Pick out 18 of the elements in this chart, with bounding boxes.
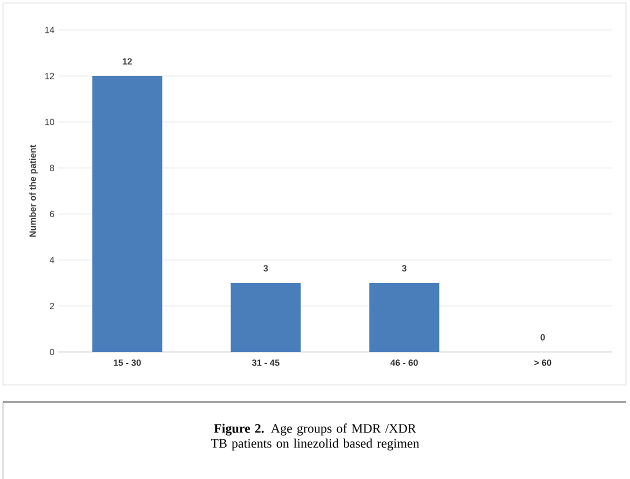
text: Figure 2. Age groups of MDR /XDR TB patients on linezolid based regimen <box>210 424 420 450</box>
x-tick-label: > 60 <box>534 360 552 366</box>
x-tick-label: 15 - 30 <box>114 360 141 366</box>
y-tick-label: 6 <box>50 210 54 218</box>
x-tick-label: 46 - 60 <box>390 360 418 366</box>
y-tick-label: 0 <box>50 348 54 356</box>
data-label: 3 <box>402 265 406 272</box>
y-axis-title: Number of the patient <box>29 144 38 237</box>
y-tick-label: 10 <box>45 118 54 126</box>
y-tick-label: 12 <box>45 72 54 80</box>
y-tick-label: 14 <box>45 26 54 34</box>
y-tick-label: 8 <box>50 164 54 172</box>
y-tick-label: 2 <box>50 302 54 310</box>
data-label: 3 <box>263 265 268 272</box>
y-tick-label: 4 <box>50 256 54 264</box>
data-label: 12 <box>122 58 132 64</box>
x-tick-label: 31 - 45 <box>252 360 280 366</box>
data-label: 0 <box>540 334 545 340</box>
